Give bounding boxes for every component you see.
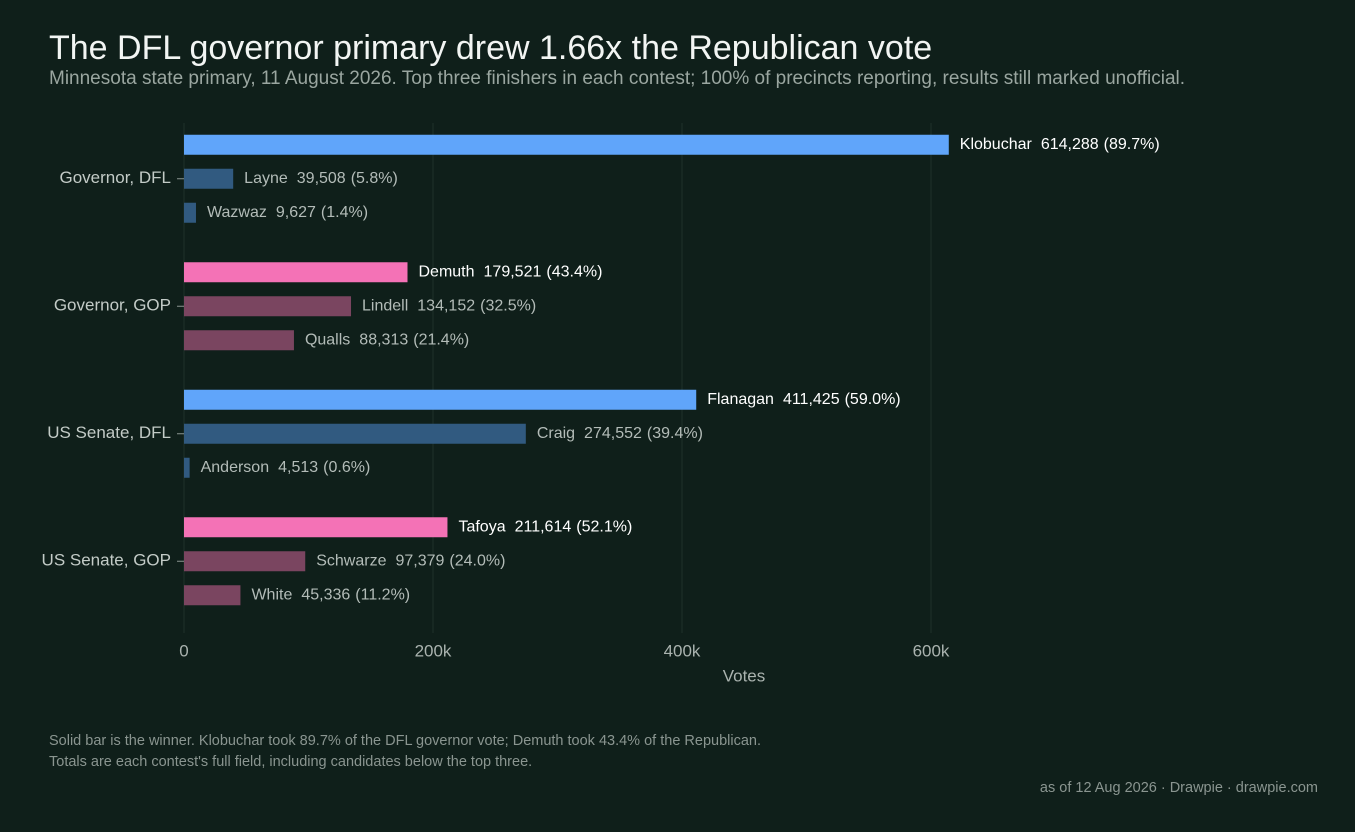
candidate-name: Tafoya [458,518,505,535]
candidate-name: White [251,586,292,603]
y-tick-label: US Senate, DFL [47,423,171,442]
bar [184,330,294,351]
bar-label: Klobuchar 614,288 (89.7%) [960,136,1160,153]
candidate-name: Klobuchar [960,136,1033,153]
candidate-name: Layne [244,170,288,187]
bar [184,296,352,317]
bar [184,262,408,283]
y-tick-label: US Senate, GOP [42,551,171,570]
candidate-name: Flanagan [707,391,774,408]
bar-label: Craig 274,552 (39.4%) [537,425,703,442]
share-label: (39.4%) [647,425,703,442]
chart-subtitle: Minnesota state primary, 11 August 2026.… [49,68,1185,89]
share-label: (11.2%) [355,586,410,603]
bar-label: Flanagan 411,425 (59.0%) [707,391,900,408]
value-label: 45,336 [301,586,350,603]
candidate-name: Wazwaz [207,204,267,221]
value-label: 9,627 [276,204,316,221]
value-label: 97,379 [395,552,444,569]
value-label: 134,152 [417,297,475,314]
share-label: (52.1%) [576,518,632,535]
y-tick-label: Governor, DFL [60,168,172,187]
bar-label: Qualls 88,313 (21.4%) [305,331,469,348]
footnote: Totals are each contest's full field, in… [49,754,532,770]
candidate-name: Schwarze [316,552,386,569]
chart-title: The DFL governor primary drew 1.66x the … [49,29,932,67]
bar-label: Demuth 179,521 (43.4%) [419,263,603,280]
bar-label: Tafoya 211,614 (52.1%) [458,518,632,535]
bar [184,134,949,155]
value-label: 614,288 [1041,136,1099,153]
candidate-name: Demuth [419,263,475,280]
share-label: (89.7%) [1104,136,1160,153]
share-label: (0.6%) [323,459,370,476]
x-tick-label: 400k [664,641,701,660]
footnote: Solid bar is the winner. Klobuchar took … [49,733,761,749]
candidate-name: Qualls [305,331,350,348]
bar-label: Schwarze 97,379 (24.0%) [316,552,505,569]
source: as of 12 Aug 2026 · Drawpie · drawpie.co… [1040,780,1318,796]
bar-label: White 45,336 (11.2%) [251,586,410,603]
share-label: (1.4%) [321,204,368,221]
value-label: 211,614 [515,518,572,535]
x-tick-label: 600k [913,641,950,660]
candidate-name: Anderson [201,459,270,476]
value-label: 39,508 [297,170,346,187]
candidate-name: Craig [537,425,575,442]
bar [184,517,448,538]
value-label: 88,313 [359,331,408,348]
share-label: (5.8%) [351,170,398,187]
bar-label: Wazwaz 9,627 (1.4%) [207,204,368,221]
bar [184,551,306,572]
value-label: 4,513 [278,459,318,476]
value-label: 179,521 [484,263,542,280]
share-label: (43.4%) [546,263,602,280]
bar [184,423,526,444]
y-tick-label: Governor, GOP [54,296,171,315]
share-label: (59.0%) [845,391,901,408]
candidate-name: Lindell [362,297,408,314]
bar [184,202,196,223]
bar [184,168,234,189]
bar-label: Lindell 134,152 (32.5%) [362,297,536,314]
share-label: (21.4%) [413,331,469,348]
share-label: (32.5%) [480,297,536,314]
bar-label: Layne 39,508 (5.8%) [244,170,398,187]
bar-label: Anderson 4,513 (0.6%) [201,459,371,476]
share-label: (24.0%) [449,552,505,569]
bar [184,585,241,606]
bar [184,389,697,410]
x-axis-label: Votes [723,666,766,685]
x-tick-label: 200k [415,641,452,660]
value-label: 411,425 [783,391,840,408]
x-tick-label: 0 [179,641,188,660]
value-label: 274,552 [584,425,642,442]
bar [184,457,190,478]
